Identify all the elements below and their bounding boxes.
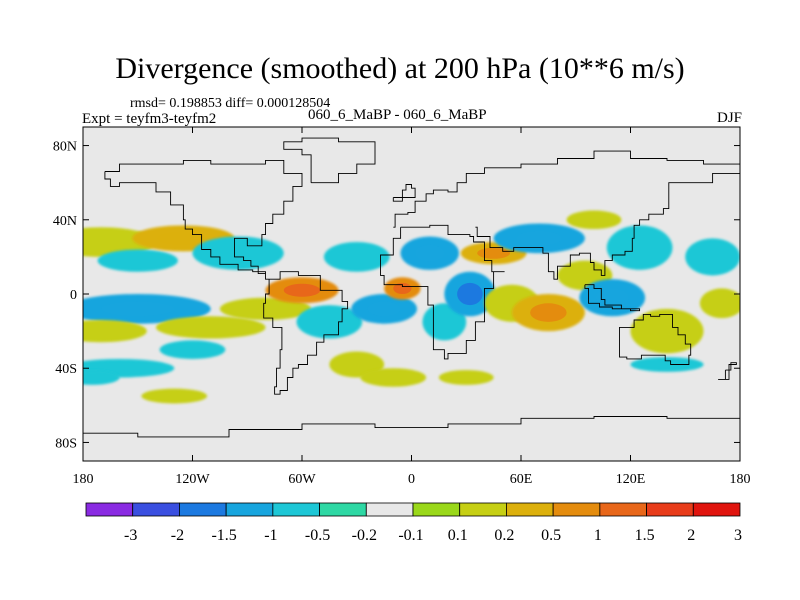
colorbar-swatch xyxy=(552,502,601,517)
colorbar-swatch xyxy=(692,502,741,517)
contour-region xyxy=(97,249,178,272)
colorbar-swatch xyxy=(225,502,274,517)
colorbar-swatch xyxy=(132,502,180,517)
contour-core xyxy=(283,283,321,297)
colorbar-label: 0.2 xyxy=(494,527,514,544)
colorbar-label: 0.5 xyxy=(541,527,561,544)
coastline xyxy=(718,362,737,380)
colorbar-label: -0.1 xyxy=(398,527,423,544)
coastline xyxy=(619,313,692,365)
colorbar-swatch xyxy=(179,502,227,517)
colorbar-swatch xyxy=(599,502,647,517)
colorbar-swatch xyxy=(506,502,554,517)
contour-region xyxy=(219,297,312,320)
colorbar-label: 1.5 xyxy=(635,527,655,544)
colorbar-label: -1.5 xyxy=(211,527,236,544)
contour-region xyxy=(83,358,175,378)
contour-core xyxy=(530,303,567,322)
contour-region xyxy=(630,308,704,354)
axes-layer: 180 120W 60W 0 60E 120E 180 80N 40N 0 40S 80S xyxy=(53,127,751,487)
contour-region xyxy=(606,225,673,270)
coastline xyxy=(283,137,376,184)
contour-region xyxy=(141,388,208,404)
x-tick-label: 60E xyxy=(510,472,533,487)
colorbar-swatch xyxy=(272,502,320,517)
colorbar-label: 0.1 xyxy=(448,527,468,544)
contour-region xyxy=(192,236,284,270)
colorbar-swatch xyxy=(412,502,461,517)
colorbar-swatch xyxy=(459,502,507,517)
contour-core xyxy=(367,301,401,317)
experiment-label: Expt = teyfm3-teyfm2 xyxy=(82,111,217,127)
x-tick-label: 180 xyxy=(73,472,94,487)
colorbar-swatch xyxy=(646,502,694,517)
season-label: DJF xyxy=(716,110,742,126)
colorbar-label: 3 xyxy=(734,527,742,544)
colorbar-label: -0.2 xyxy=(352,527,377,544)
coastline xyxy=(584,284,641,312)
colorbar-label: 1 xyxy=(594,527,602,544)
y-tick-label: 0 xyxy=(70,288,77,303)
colorbar-label: -2 xyxy=(171,527,184,544)
contour-region xyxy=(83,319,147,343)
coastline xyxy=(83,416,740,438)
contour-core xyxy=(516,230,563,246)
contour-core xyxy=(415,244,445,262)
coastline xyxy=(104,159,303,280)
contour-region xyxy=(566,210,622,230)
coastline xyxy=(392,184,416,202)
case-label: 060_6_MaBP - 060_6_MaBP xyxy=(308,107,487,123)
colorbar-label: 2 xyxy=(687,527,695,544)
colorbar-swatch xyxy=(85,502,134,517)
x-tick-label: 60W xyxy=(288,472,316,487)
contour-region xyxy=(296,305,363,339)
x-tick-label: 120E xyxy=(616,472,646,487)
colorbar-label: -1 xyxy=(264,527,277,544)
contour-region xyxy=(685,238,740,276)
contour-region xyxy=(630,357,704,372)
colorbar-label: -0.5 xyxy=(305,527,330,544)
contour-region xyxy=(699,288,740,319)
x-tick-label: 0 xyxy=(408,472,415,487)
contour-core xyxy=(595,288,629,307)
contour-fill-layer xyxy=(83,210,740,404)
contour-core xyxy=(457,282,483,306)
contour-core xyxy=(393,282,412,294)
contour-region xyxy=(156,316,266,339)
contour-region xyxy=(323,242,390,272)
colorbar: -3 -2 -1.5 -1 -0.5 -0.2 -0.1 0.1 0.2 0.5 1 1.5 2 3 xyxy=(85,502,742,544)
coastline xyxy=(475,171,740,280)
colorbar-swatch xyxy=(365,502,414,517)
y-tick-label: 40S xyxy=(55,362,77,377)
contour-region xyxy=(360,368,427,387)
x-tick-label: 180 xyxy=(730,472,751,487)
chart-title: Divergence (smoothed) at 200 hPa (10**6 … xyxy=(115,52,685,85)
contour-core xyxy=(157,231,209,245)
coastline xyxy=(263,271,349,395)
y-tick-label: 80N xyxy=(53,140,77,155)
contour-core xyxy=(101,301,175,317)
y-tick-label: 40N xyxy=(53,214,77,229)
contour-core xyxy=(477,247,511,259)
contour-region xyxy=(159,340,226,359)
coastline xyxy=(393,150,740,228)
colorbar-label: -3 xyxy=(124,527,137,544)
contour-region xyxy=(438,370,494,385)
coastline-layer xyxy=(83,137,740,438)
contour-region xyxy=(83,370,120,385)
x-tick-label: 120W xyxy=(175,472,210,487)
coastline xyxy=(380,224,505,360)
y-tick-label: 80S xyxy=(55,436,77,451)
rmsd-diff-stats: rmsd= 0.198853 diff= 0.000128504 xyxy=(130,96,331,111)
colorbar-swatch xyxy=(319,502,367,517)
